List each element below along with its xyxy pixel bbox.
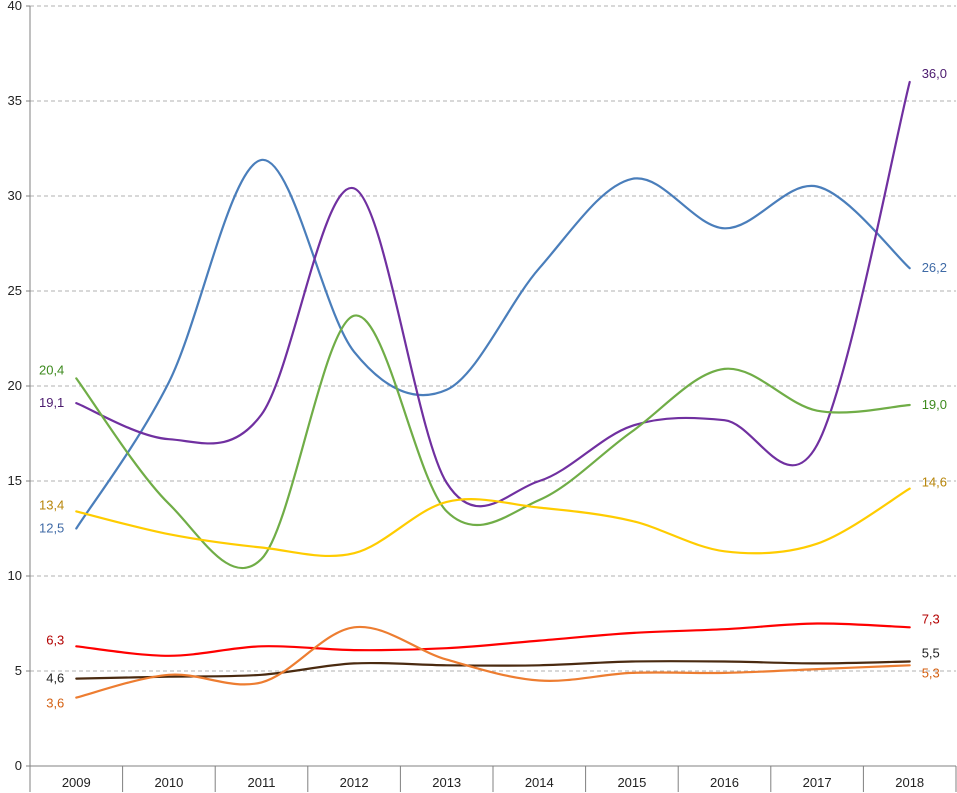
data-labels: 12,5 26,2 19,1 36,0 20,4 19,0 13,4 14,6 6,3 7,3 4,… [39,66,947,711]
series-end-label: 7,3 [922,611,940,626]
y-tick-label: 40 [8,0,22,13]
series-line [75,660,911,680]
x-tick-label: 2018 [895,775,924,790]
series-start-label: 20,4 [39,362,64,377]
series-end-label: 19,0 [922,397,947,412]
x-tick-label: 2013 [432,775,461,790]
x-tick-label: 2011 [248,775,276,790]
series-line [75,314,911,570]
y-tick-label: 0 [15,758,22,773]
series-start-label: 3,6 [46,696,64,711]
y-tick-label: 25 [8,283,22,298]
series-line [75,625,911,699]
series-end-label: 26,2 [922,260,947,275]
series-line [75,158,911,530]
series-lines [75,80,911,699]
gridlines [30,5,956,672]
series-start-label: 12,5 [39,521,64,536]
y-tick-label: 10 [8,568,22,583]
series-start-label: 13,4 [39,497,64,512]
x-tick-label: 2012 [340,775,369,790]
x-tick-label: 2009 [62,775,91,790]
y-tick-label: 15 [8,473,22,488]
x-tick-label: 2016 [710,775,739,790]
x-tick-label: 2014 [525,775,554,790]
series-end-label: 5,5 [922,646,940,661]
series-start-label: 4,6 [46,671,64,686]
y-tick-label: 35 [8,93,22,108]
y-tick-label: 20 [8,378,22,393]
series-start-label: 6,3 [46,632,64,647]
series-end-label: 5,3 [922,665,940,680]
x-tick-label: 2010 [154,775,183,790]
series-line [75,487,911,558]
series-end-label: 14,6 [922,475,947,490]
y-tick-label: 30 [8,188,22,203]
series-end-label: 36,0 [922,66,947,81]
axes: 0 5 10 15 20 25 30 35 40 2009 2010 2011 2012 2013 2014… [8,0,957,792]
series-line [75,80,911,508]
series-line [75,622,911,657]
x-tick-label: 2017 [803,775,832,790]
series-start-label: 19,1 [39,395,64,410]
x-tick-label: 2015 [617,775,646,790]
y-tick-label: 5 [15,663,22,678]
